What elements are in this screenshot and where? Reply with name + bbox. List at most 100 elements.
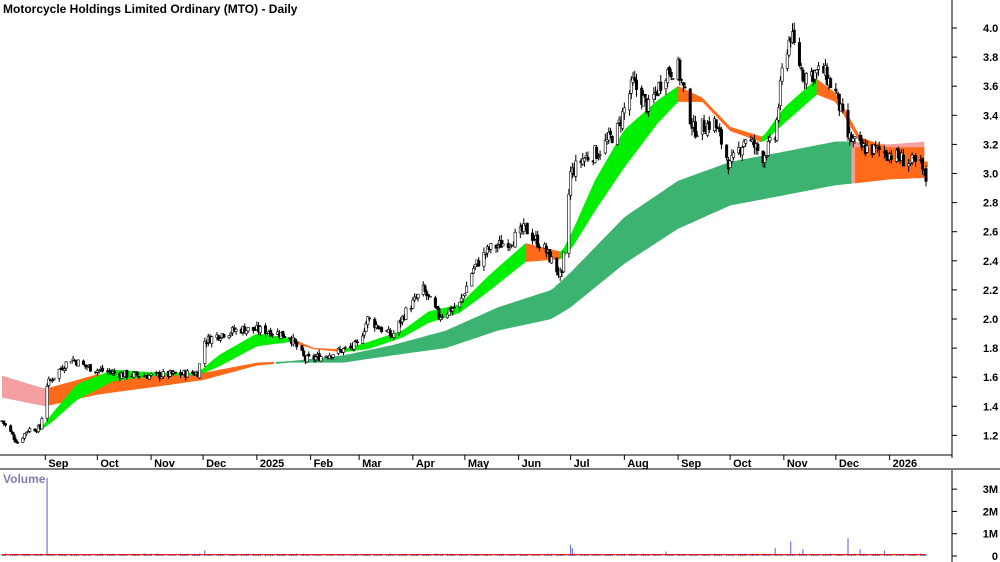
short-ribbon-bear-segment — [698, 95, 703, 102]
short-ribbon-bull-segment — [508, 255, 512, 276]
short-ribbon-bull-segment — [254, 333, 259, 348]
short-ribbon-bull-segment — [664, 93, 668, 117]
short-ribbon-bear-segment — [306, 344, 311, 349]
price-tick-label: 3.6 — [983, 81, 998, 93]
short-ribbon-bull-segment — [625, 124, 630, 166]
short-ribbon-bull-segment — [584, 196, 589, 229]
price-bar — [373, 317, 377, 332]
price-bar — [777, 103, 781, 123]
date-tick: Nov — [150, 455, 176, 470]
price-bar — [97, 369, 101, 374]
short-ribbon-bull-segment — [213, 356, 218, 369]
price-bar — [461, 294, 465, 303]
short-ribbon-bear-segment — [820, 81, 824, 98]
price-bar — [302, 347, 306, 357]
short-ribbon-bear-segment — [709, 104, 713, 114]
short-ribbon-bull-segment — [570, 227, 575, 250]
price-bar — [137, 375, 141, 380]
short-ribbon-bull-segment — [781, 106, 786, 126]
price-bar — [295, 339, 299, 350]
price-bar — [730, 149, 734, 164]
price-bar — [792, 22, 796, 45]
price-bar — [88, 364, 92, 372]
price-bar — [740, 145, 744, 162]
price-bar — [558, 267, 562, 281]
date-tick: Mar — [358, 455, 382, 470]
price-bar — [586, 151, 590, 163]
price-bar — [149, 373, 153, 378]
price-bar — [354, 339, 358, 342]
price-bar — [222, 333, 226, 339]
price-bar — [598, 150, 602, 160]
price-bar — [544, 242, 548, 258]
short-ribbon-bear-segment — [525, 243, 530, 262]
price-bar — [608, 127, 612, 139]
short-ribbon-bull-segment — [788, 100, 793, 120]
price-tick-label: 1.2 — [983, 430, 998, 442]
price-bar — [659, 75, 663, 94]
short-ribbon-bull-segment — [511, 252, 516, 274]
price-bar — [342, 347, 346, 356]
short-ribbon-bull-segment — [518, 246, 523, 268]
price-bar — [669, 68, 673, 81]
price-bar — [243, 323, 247, 334]
price-tick: 3.8 — [952, 52, 998, 64]
price-bar — [482, 247, 486, 271]
price-bar — [610, 135, 614, 144]
price-bar — [366, 316, 370, 329]
short-ribbon-bear-segment — [695, 94, 700, 102]
price-bar — [622, 102, 626, 120]
short-ribbon-bull-segment — [761, 134, 765, 143]
price-bar — [714, 119, 718, 133]
price-bar — [801, 67, 805, 83]
price-bar — [536, 230, 540, 249]
price-bar — [924, 165, 928, 187]
price-bar — [3, 422, 7, 428]
price-bar — [525, 222, 529, 235]
short-ribbon-bull-segment — [248, 336, 252, 352]
date-tick-label: Apr — [416, 458, 436, 470]
price-bar — [132, 370, 136, 379]
short-ribbon-bull-segment — [410, 321, 415, 333]
date-tick: 2025 — [256, 455, 284, 470]
short-ribbon-bull-segment — [421, 313, 426, 328]
volume-panel — [1, 478, 927, 556]
date-tick-label: Nov — [154, 458, 176, 470]
short-ribbon-bull-segment — [85, 379, 89, 396]
short-ribbon-bull-segment — [799, 90, 804, 111]
price-bar — [797, 37, 801, 68]
price-bar — [702, 114, 706, 133]
price-bar — [530, 228, 534, 245]
price-bar — [921, 157, 925, 175]
date-tick: 2026 — [889, 455, 917, 470]
short-ribbon-bull-segment — [657, 98, 661, 124]
price-bar — [834, 82, 838, 94]
price-bar — [433, 295, 437, 309]
price-bar — [125, 369, 129, 380]
short-ribbon-bear-segment — [816, 78, 821, 97]
price-bar — [251, 326, 255, 334]
price-tick-label: 1.4 — [983, 401, 999, 413]
short-ribbon-bear-segment — [317, 348, 322, 350]
short-ribbon-bull-segment — [504, 258, 509, 279]
price-bar — [628, 90, 632, 116]
short-ribbon-bull-segment — [57, 402, 62, 418]
short-ribbon-bull-segment — [237, 342, 242, 357]
price-bar — [501, 240, 505, 247]
short-ribbon-bear-segment — [740, 129, 745, 136]
price-bar — [693, 115, 697, 139]
price-bar — [64, 361, 68, 372]
price-tick: 3.0 — [952, 169, 998, 181]
short-ribbon-bull-segment — [650, 103, 654, 134]
price-bar — [785, 49, 789, 72]
short-ribbon-bull-segment — [608, 150, 613, 191]
price-bar — [362, 328, 366, 339]
short-ribbon-bull-segment — [53, 406, 58, 421]
price-bar — [865, 140, 869, 154]
date-tick-label: Sep — [681, 458, 701, 470]
price-tick: 1.8 — [952, 343, 998, 355]
long-ribbon-bear-segment — [2, 375, 48, 406]
price-bar — [607, 127, 611, 145]
long-ribbon-bear-segment — [48, 361, 275, 406]
short-ribbon-bull-segment — [591, 180, 596, 217]
